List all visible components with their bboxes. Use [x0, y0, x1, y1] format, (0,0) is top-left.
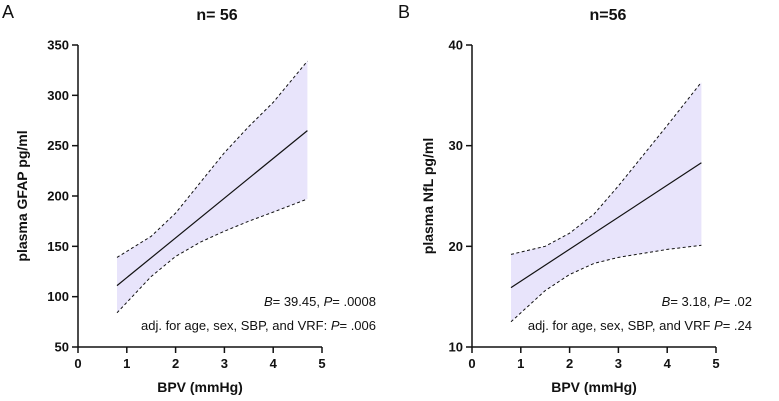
chart-title: n=56	[590, 7, 627, 24]
y-tick-label: 200	[47, 189, 69, 204]
stats-annotation: B= 3.18, P= .02	[662, 294, 752, 309]
ci-upper-line	[510, 81, 702, 255]
annotation-part: P	[714, 294, 723, 309]
x-tick-label: 1	[517, 356, 524, 371]
y-tick-label: 30	[449, 138, 463, 153]
regression-line	[116, 130, 308, 287]
y-tick-label: 40	[449, 38, 463, 53]
stats-annotation: B= 39.45, P= .0008	[264, 294, 376, 309]
annotation-part: P	[714, 318, 723, 333]
stats-annotation: adj. for age, sex, SBP, and VRF: P= .006	[141, 318, 376, 333]
x-axis-label: BPV (mmHg)	[157, 379, 243, 395]
x-tick-label: 3	[615, 356, 622, 371]
annotation-part: = .0008	[332, 294, 376, 309]
y-tick-label: 350	[47, 38, 69, 53]
annotation-part: P	[331, 318, 340, 333]
y-tick-label: 250	[47, 138, 69, 153]
x-tick-label: 5	[712, 356, 719, 371]
annotation-part: adj. for age, sex, SBP, and VRF:	[141, 318, 331, 333]
annotation-part: = .24	[723, 318, 752, 333]
x-tick-label: 3	[221, 356, 228, 371]
ci-lower-line	[116, 198, 308, 314]
x-tick-label: 4	[664, 356, 672, 371]
x-tick-label: 2	[566, 356, 573, 371]
y-axis-label: plasma NfL pg/ml	[420, 138, 436, 254]
annotation-part: P	[324, 294, 333, 309]
y-tick-label: 150	[47, 239, 69, 254]
chart-title: n= 56	[196, 7, 237, 24]
x-tick-label: 1	[123, 356, 130, 371]
y-tick-label: 100	[47, 289, 69, 304]
confidence-band	[117, 61, 308, 313]
x-tick-label: 2	[172, 356, 179, 371]
x-tick-label: 4	[270, 356, 278, 371]
x-axis-label: BPV (mmHg)	[551, 379, 637, 395]
x-tick-label: 0	[74, 356, 81, 371]
x-tick-label: 5	[318, 356, 325, 371]
y-tick-label: 50	[55, 340, 69, 355]
ci-upper-line	[116, 60, 308, 258]
ci-lower-line	[510, 244, 702, 323]
panel-letter: B	[398, 2, 410, 22]
annotation-part: = .02	[723, 294, 752, 309]
annotation-part: B	[264, 294, 273, 309]
stats-annotation: adj. for age, sex, SBP, and VRF P= .24	[528, 318, 752, 333]
regression-line	[510, 162, 702, 289]
y-axis-label: plasma GFAP pg/ml	[14, 130, 30, 261]
y-tick-label: 10	[449, 340, 463, 355]
annotation-part: = 3.18,	[670, 294, 714, 309]
panel-letter: A	[2, 2, 14, 22]
annotation-part: = 39.45,	[273, 294, 324, 309]
annotation-part: = .006	[339, 318, 376, 333]
annotation-part: adj. for age, sex, SBP, and VRF	[528, 318, 714, 333]
confidence-band	[511, 82, 702, 322]
y-tick-label: 20	[449, 239, 463, 254]
x-tick-label: 0	[468, 356, 475, 371]
y-tick-label: 300	[47, 88, 69, 103]
annotation-part: B	[662, 294, 671, 309]
